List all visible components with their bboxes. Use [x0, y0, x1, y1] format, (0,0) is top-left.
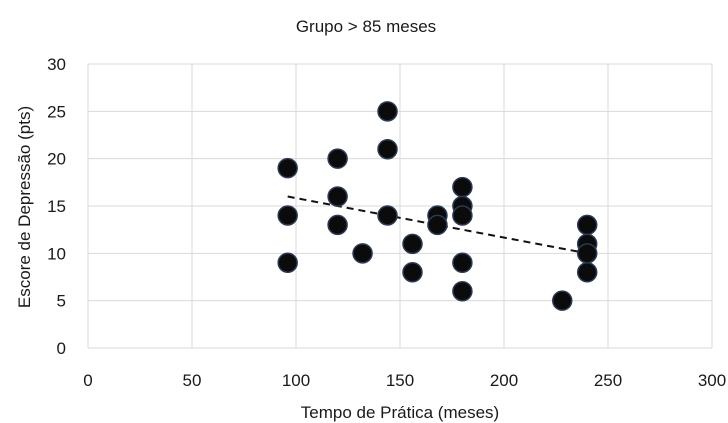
x-tick-label: 300	[698, 371, 726, 390]
x-tick-label: 50	[183, 371, 202, 390]
y-tick-label: 0	[57, 339, 66, 358]
data-point	[277, 252, 298, 274]
data-point	[452, 280, 473, 302]
data-point	[327, 186, 348, 207]
y-tick-labels: 0 5 10 15 20 25 30	[47, 55, 66, 358]
data-point	[377, 205, 398, 226]
data-point	[377, 101, 398, 122]
data-point	[327, 148, 348, 169]
data-point	[576, 262, 598, 283]
data-point	[452, 205, 473, 226]
data-point	[377, 138, 398, 160]
data-point	[576, 243, 598, 264]
data-point	[551, 290, 573, 311]
data-point	[352, 243, 373, 264]
y-axis-title: Escore de Depressão (pts)	[15, 106, 34, 308]
x-tick-label: 100	[282, 371, 310, 390]
x-axis-title: Tempo de Prática (meses)	[301, 403, 499, 422]
data-point	[402, 233, 423, 255]
y-tick-label: 25	[47, 102, 66, 121]
chart-title: Grupo > 85 meses	[296, 17, 436, 36]
gridlines	[87, 63, 713, 349]
data-point	[402, 262, 423, 283]
y-tick-label: 10	[47, 244, 66, 263]
data-point	[576, 214, 598, 236]
x-tick-label: 250	[594, 371, 622, 390]
x-tick-label: 200	[490, 371, 518, 390]
y-tick-label: 20	[47, 150, 66, 169]
y-tick-label: 15	[47, 197, 66, 216]
data-point	[427, 214, 448, 236]
data-point	[277, 157, 298, 179]
x-tick-labels: 0 50 100 150 200 250 300	[83, 371, 726, 390]
x-tick-label: 150	[386, 371, 414, 390]
y-tick-label: 30	[47, 55, 66, 74]
x-tick-label: 0	[83, 371, 92, 390]
data-point	[327, 214, 348, 236]
data-points	[277, 101, 598, 311]
data-point	[452, 176, 473, 198]
data-point	[452, 252, 473, 274]
y-tick-label: 5	[57, 292, 66, 311]
data-point	[277, 205, 298, 226]
